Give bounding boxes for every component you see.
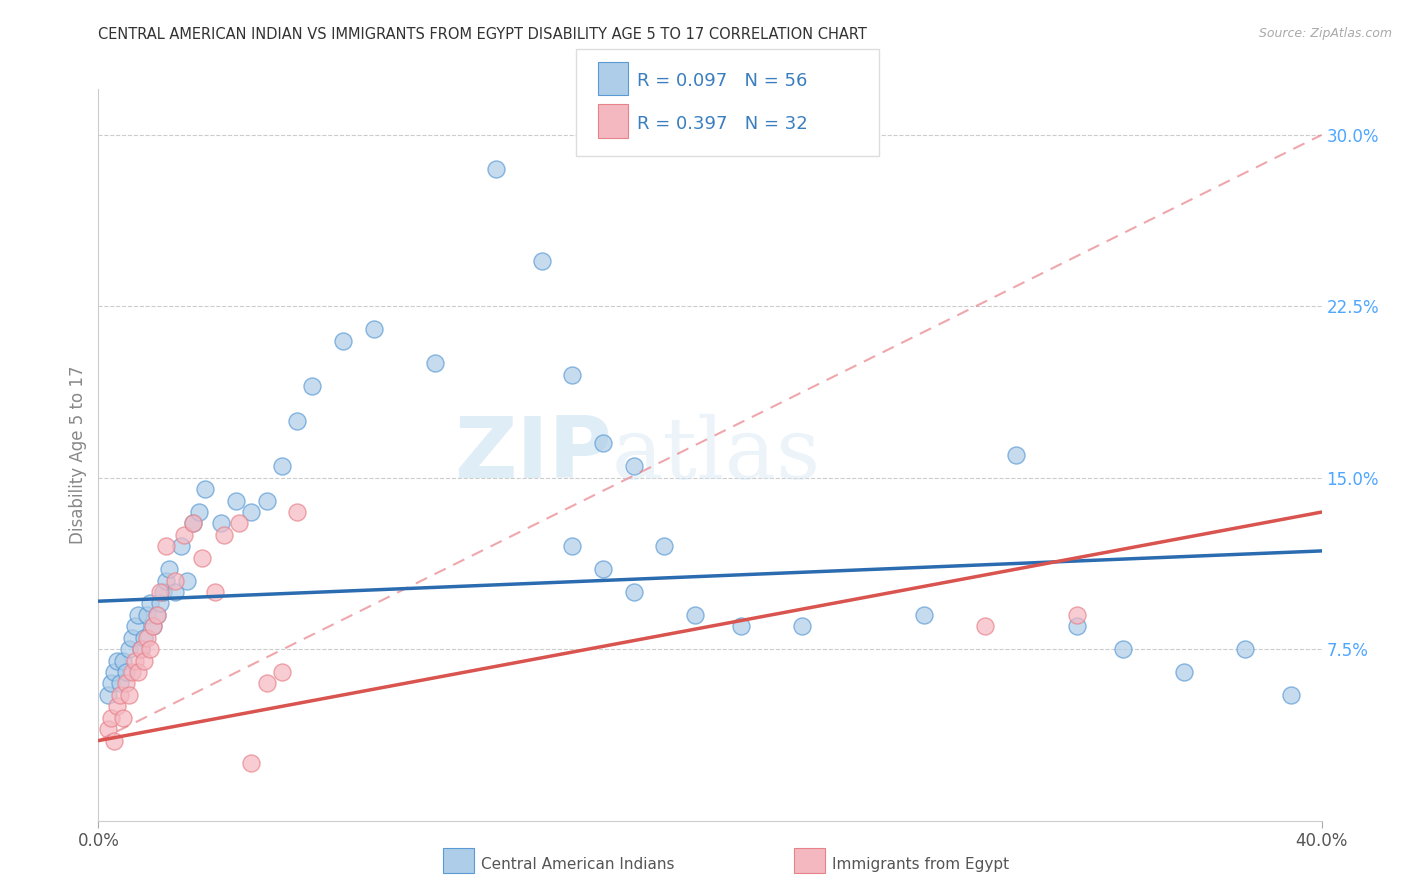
Point — [285, 505, 308, 519]
Point — [121, 631, 143, 645]
Point — [623, 585, 645, 599]
Point — [124, 654, 146, 668]
Point — [181, 516, 204, 531]
Point — [1112, 642, 1135, 657]
Point — [118, 642, 141, 657]
Text: R = 0.397   N = 32: R = 0.397 N = 32 — [637, 115, 807, 133]
Point — [1234, 642, 1257, 657]
Point — [240, 756, 263, 771]
Point — [157, 562, 180, 576]
Point — [97, 688, 120, 702]
Point — [1004, 448, 1026, 462]
Point — [111, 654, 134, 668]
Point — [105, 699, 128, 714]
Point — [115, 676, 138, 690]
Point — [136, 607, 159, 622]
Point — [1279, 688, 1302, 702]
Point — [730, 619, 752, 633]
Point — [173, 528, 195, 542]
Point — [145, 607, 167, 622]
Point — [592, 436, 614, 450]
Point — [155, 574, 177, 588]
Point — [790, 619, 813, 633]
Text: atlas: atlas — [612, 413, 821, 497]
Point — [136, 631, 159, 645]
Point — [142, 619, 165, 633]
Point — [191, 550, 214, 565]
Point — [121, 665, 143, 679]
Text: ZIP: ZIP — [454, 413, 612, 497]
Point — [209, 516, 232, 531]
Point — [1066, 619, 1088, 633]
Point — [530, 253, 553, 268]
Point — [256, 493, 278, 508]
Point — [100, 676, 122, 690]
Point — [105, 654, 128, 668]
Point — [623, 459, 645, 474]
Point — [683, 607, 706, 622]
Point — [188, 505, 211, 519]
Point — [181, 516, 204, 531]
Point — [118, 688, 141, 702]
Point — [423, 356, 446, 371]
Point — [912, 607, 935, 622]
Point — [134, 631, 156, 645]
Point — [149, 597, 172, 611]
Point — [155, 539, 177, 553]
Point — [127, 607, 149, 622]
Point — [285, 414, 308, 428]
Point — [134, 654, 156, 668]
Point — [145, 607, 167, 622]
Point — [127, 665, 149, 679]
Point — [108, 676, 131, 690]
Point — [228, 516, 250, 531]
Point — [204, 585, 226, 599]
Point — [225, 493, 247, 508]
Point — [124, 619, 146, 633]
Point — [170, 539, 193, 553]
Point — [139, 597, 162, 611]
Point — [152, 585, 174, 599]
Point — [163, 574, 186, 588]
Text: Immigrants from Egypt: Immigrants from Egypt — [832, 857, 1010, 871]
Point — [103, 665, 125, 679]
Point — [270, 459, 292, 474]
Point — [1173, 665, 1195, 679]
Text: CENTRAL AMERICAN INDIAN VS IMMIGRANTS FROM EGYPT DISABILITY AGE 5 TO 17 CORRELAT: CENTRAL AMERICAN INDIAN VS IMMIGRANTS FR… — [98, 27, 868, 42]
Point — [561, 368, 583, 382]
Point — [194, 482, 217, 496]
Point — [485, 162, 508, 177]
Point — [363, 322, 385, 336]
Point — [100, 711, 122, 725]
Point — [652, 539, 675, 553]
Y-axis label: Disability Age 5 to 17: Disability Age 5 to 17 — [69, 366, 87, 544]
Point — [561, 539, 583, 553]
Point — [301, 379, 323, 393]
Text: R = 0.097   N = 56: R = 0.097 N = 56 — [637, 72, 807, 90]
Point — [974, 619, 997, 633]
Point — [108, 688, 131, 702]
Text: Central American Indians: Central American Indians — [481, 857, 675, 871]
Point — [149, 585, 172, 599]
Point — [240, 505, 263, 519]
Text: Source: ZipAtlas.com: Source: ZipAtlas.com — [1258, 27, 1392, 40]
Point — [111, 711, 134, 725]
Point — [163, 585, 186, 599]
Point — [103, 733, 125, 747]
Point — [97, 723, 120, 737]
Point — [256, 676, 278, 690]
Point — [176, 574, 198, 588]
Point — [270, 665, 292, 679]
Point — [129, 642, 152, 657]
Point — [142, 619, 165, 633]
Point — [129, 642, 152, 657]
Point — [212, 528, 235, 542]
Point — [115, 665, 138, 679]
Point — [1066, 607, 1088, 622]
Point — [139, 642, 162, 657]
Point — [332, 334, 354, 348]
Point — [592, 562, 614, 576]
